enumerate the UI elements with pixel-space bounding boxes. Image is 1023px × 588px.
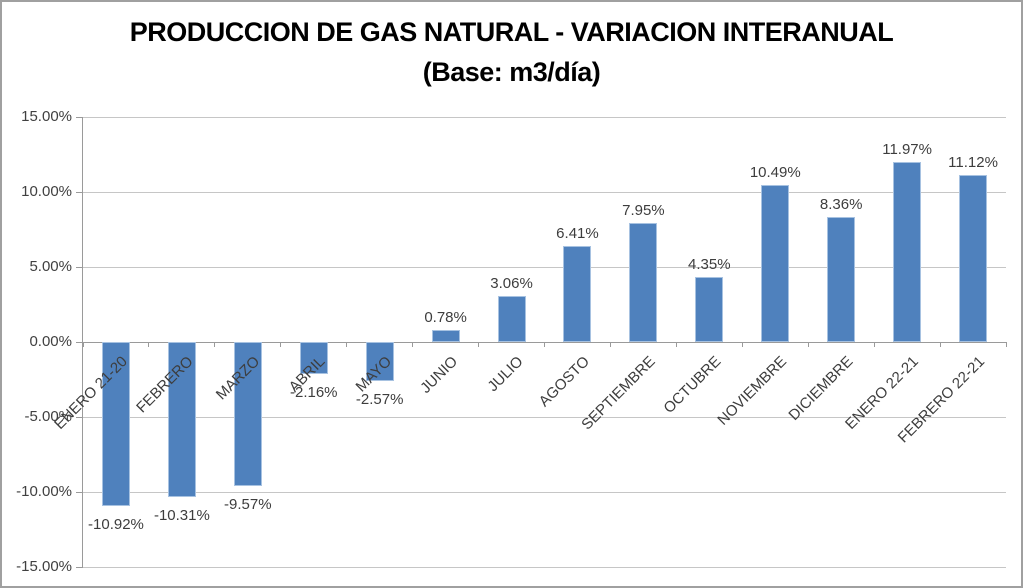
bar bbox=[365, 342, 394, 381]
chart-title: PRODUCCION DE GAS NATURAL - VARIACION IN… bbox=[2, 12, 1021, 92]
category-label: AGOSTO bbox=[535, 353, 593, 411]
bar bbox=[167, 342, 196, 497]
y-axis-tick bbox=[76, 416, 83, 418]
data-label: -9.57% bbox=[224, 495, 272, 513]
bar bbox=[299, 342, 328, 375]
x-axis-tick bbox=[82, 342, 84, 347]
chart-title-line2: (Base: m3/día) bbox=[422, 57, 601, 87]
chart-title-line1: PRODUCCION DE GAS NATURAL - VARIACION IN… bbox=[129, 17, 894, 47]
data-label: -10.92% bbox=[88, 515, 144, 533]
x-axis-tick bbox=[544, 342, 545, 347]
x-axis-tick bbox=[280, 342, 282, 347]
gridline bbox=[83, 191, 1006, 193]
data-label: 7.95% bbox=[622, 201, 665, 219]
x-axis-tick bbox=[675, 342, 677, 347]
x-axis-tick bbox=[873, 342, 875, 347]
y-axis-tick bbox=[76, 491, 83, 493]
x-axis-tick bbox=[478, 342, 480, 347]
plot-area: -10.92% ENERO 21-20 -10.31% FEBRERO -9.57% MA… bbox=[51, 116, 1007, 568]
x-axis-tick bbox=[939, 342, 941, 347]
x-axis-tick bbox=[1005, 342, 1007, 347]
y-axis-label: 10.00% bbox=[21, 183, 72, 200]
x-axis-tick bbox=[741, 342, 743, 347]
data-label: 11.97% bbox=[882, 141, 932, 159]
category-label: OCTUBRE bbox=[660, 353, 725, 417]
data-label: 3.06% bbox=[490, 275, 533, 293]
y-axis-label: 5.00% bbox=[29, 258, 72, 275]
data-label: 4.35% bbox=[688, 255, 731, 273]
data-label: -2.57% bbox=[355, 390, 404, 408]
y-axis-tick bbox=[76, 191, 83, 193]
x-axis-tick bbox=[148, 342, 150, 347]
y-axis-tick bbox=[76, 116, 83, 118]
gridline bbox=[83, 491, 1006, 493]
bar bbox=[695, 276, 724, 342]
y-axis-tick bbox=[76, 566, 83, 568]
y-axis-label: 0.00% bbox=[29, 333, 72, 350]
bar bbox=[893, 162, 922, 342]
x-axis-tick bbox=[412, 342, 414, 347]
y-axis-tick bbox=[76, 341, 83, 343]
bar bbox=[761, 184, 790, 342]
data-label: -10.31% bbox=[153, 506, 210, 524]
y-axis-label: -15.00% bbox=[16, 558, 72, 575]
data-label: 8.36% bbox=[819, 195, 863, 213]
bar bbox=[629, 222, 658, 342]
y-axis-label: -5.00% bbox=[24, 408, 72, 425]
y-axis-label: 15.00% bbox=[21, 108, 72, 125]
data-label: -2.16% bbox=[289, 384, 338, 402]
data-label: 0.78% bbox=[424, 309, 467, 327]
category-label: JULIO bbox=[484, 353, 527, 396]
category-label: JUNIO bbox=[416, 353, 461, 397]
bar bbox=[431, 330, 460, 342]
data-label: 10.49% bbox=[749, 163, 801, 181]
x-axis-tick bbox=[214, 342, 216, 347]
gridline bbox=[83, 566, 1006, 568]
bar bbox=[233, 342, 262, 486]
bar bbox=[563, 245, 592, 342]
y-axis-label: -10.00% bbox=[16, 483, 72, 500]
category-label: DICIEMBRE bbox=[785, 353, 857, 424]
bar bbox=[497, 296, 526, 342]
x-axis-tick bbox=[346, 342, 348, 347]
gridline bbox=[83, 416, 1006, 418]
data-label: 6.41% bbox=[556, 224, 599, 242]
bar bbox=[959, 175, 988, 342]
y-axis-tick bbox=[76, 266, 83, 268]
bar bbox=[101, 342, 130, 506]
x-axis-tick bbox=[807, 342, 809, 347]
x-axis-tick bbox=[609, 342, 611, 347]
gridline bbox=[83, 266, 1006, 268]
bar bbox=[827, 216, 856, 342]
gridline bbox=[83, 116, 1006, 118]
data-label: 11.12% bbox=[948, 154, 998, 172]
